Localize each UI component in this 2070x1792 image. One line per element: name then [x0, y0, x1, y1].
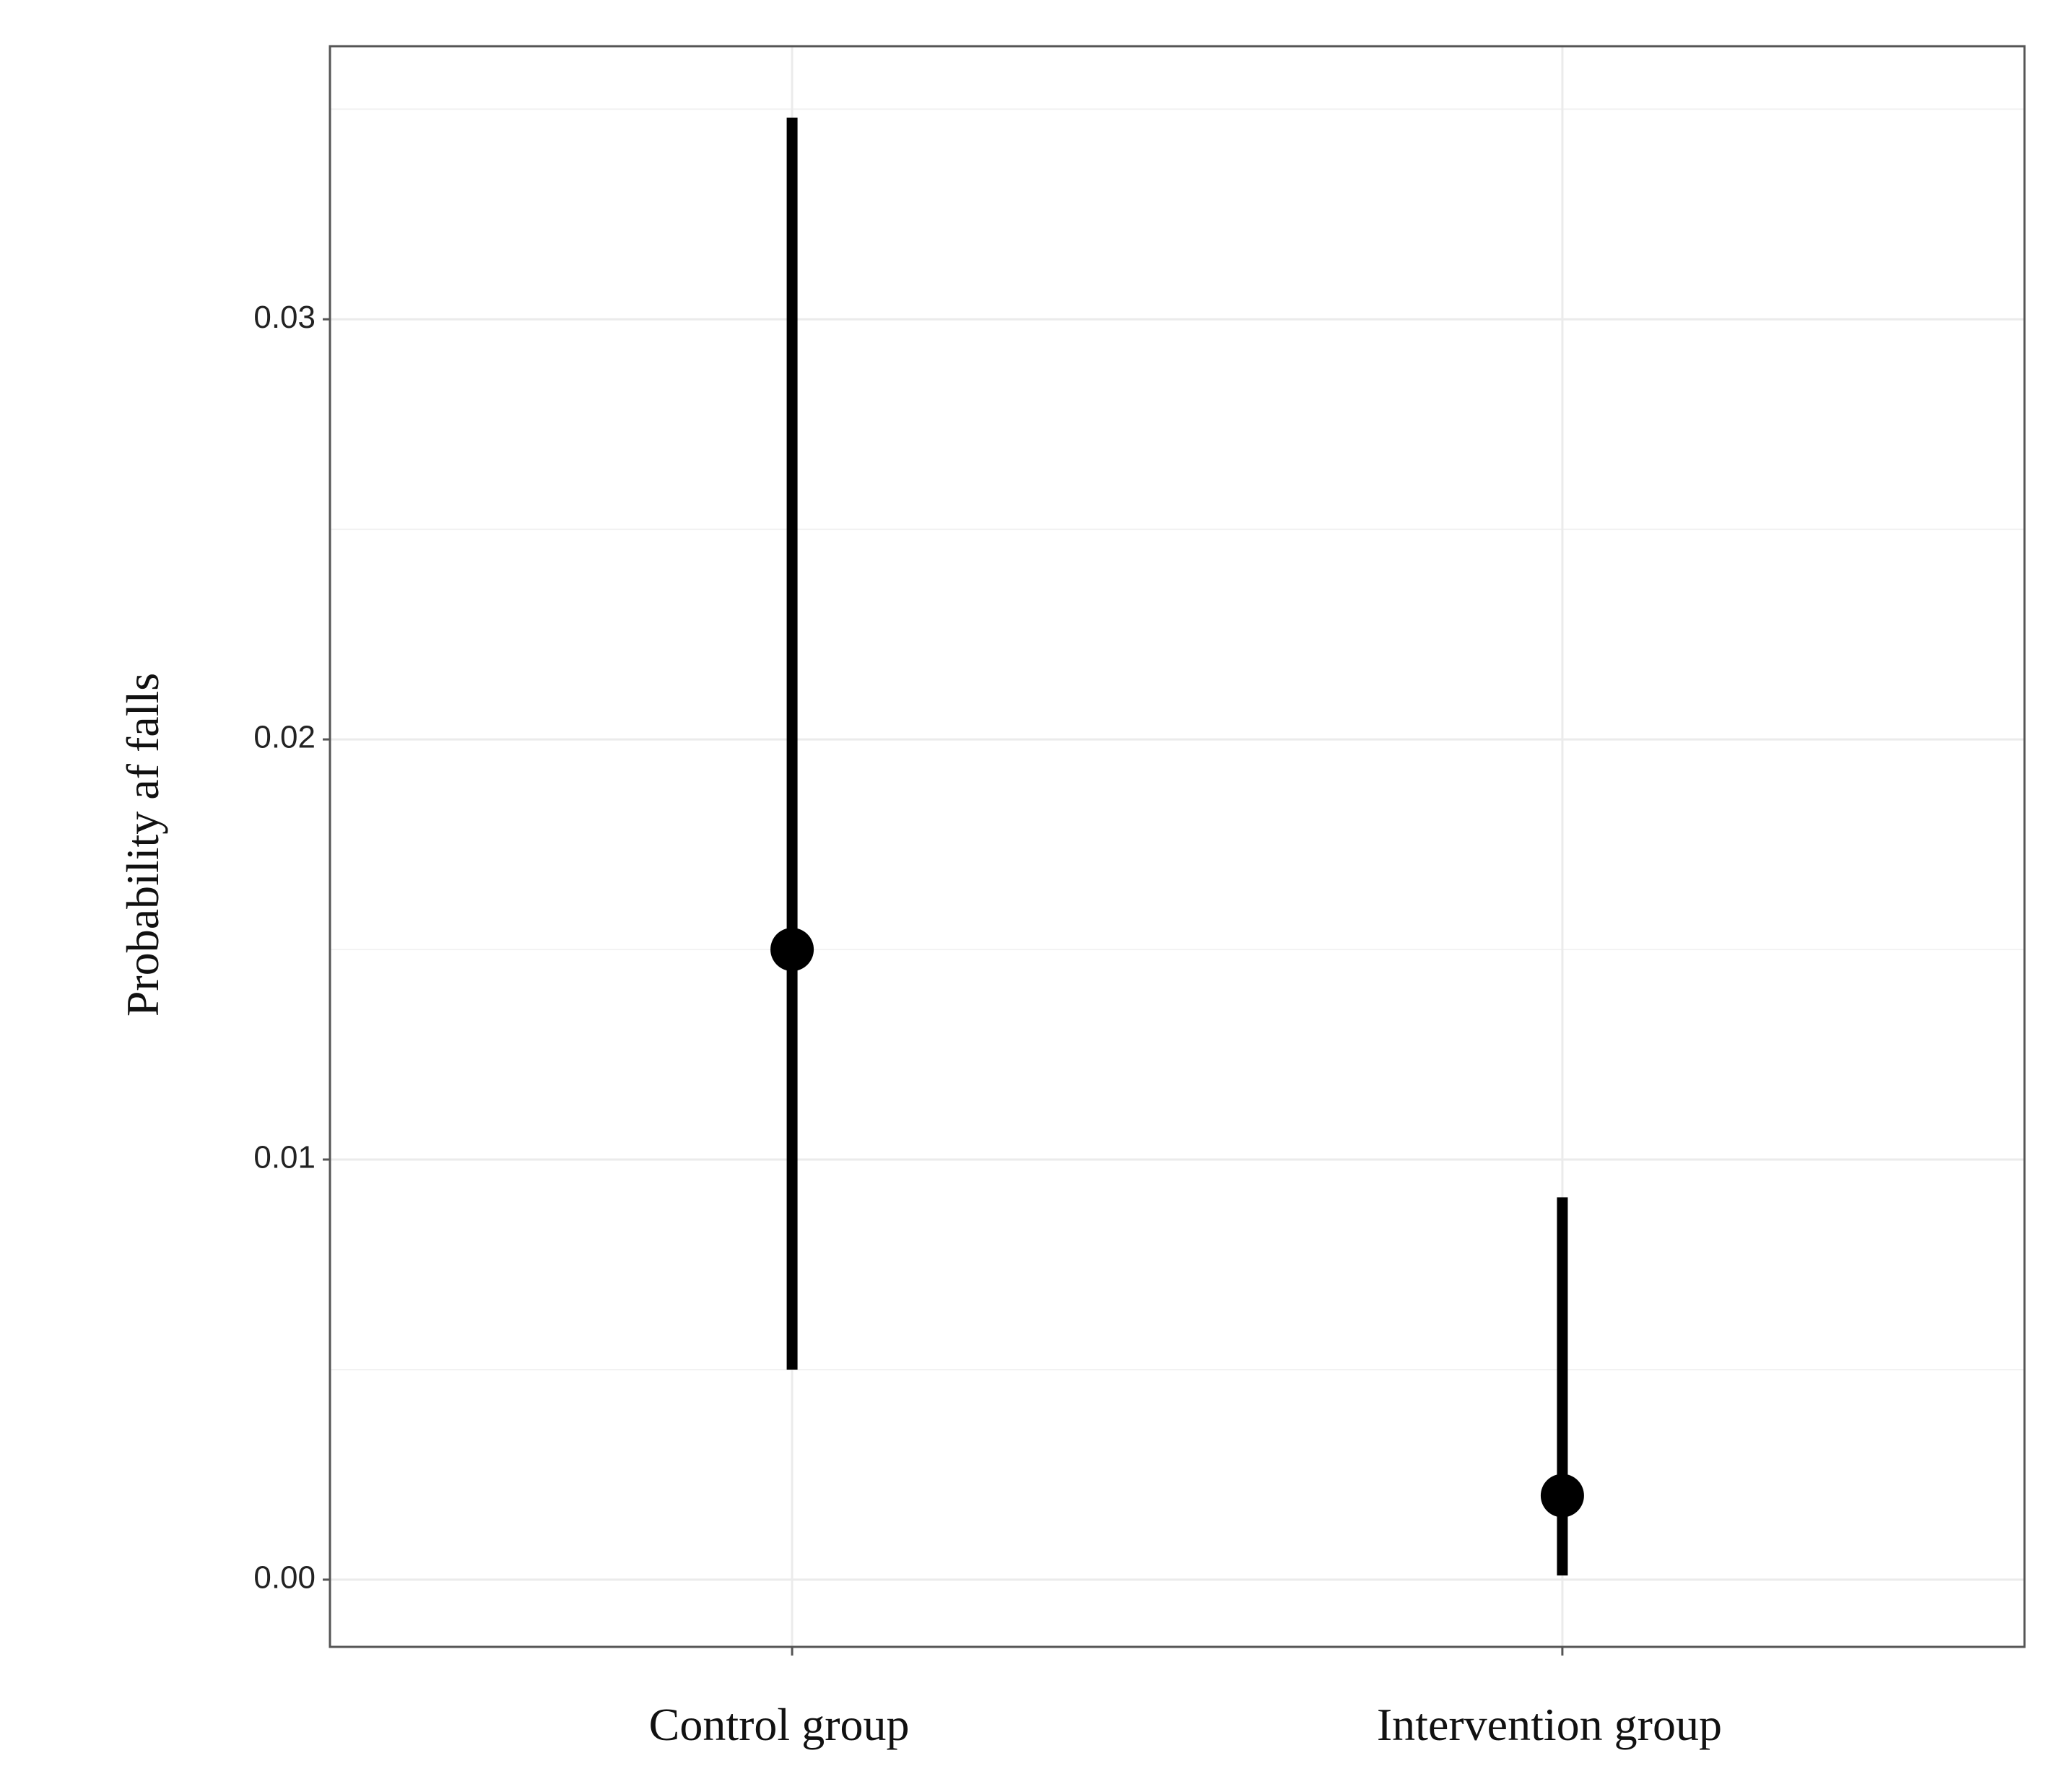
y-tick-label: 0.01 — [253, 1140, 316, 1175]
x-tick-label: Control group — [649, 1699, 910, 1750]
panel-border — [329, 45, 2026, 1648]
marks — [770, 117, 1584, 1576]
y-tick-label: 0.00 — [253, 1560, 316, 1596]
point — [1540, 1474, 1584, 1518]
y-axis-label: Probability af falls — [117, 673, 168, 1017]
y-tick-label: 0.03 — [253, 300, 316, 335]
x-tick-label: Intervention group — [1377, 1699, 1722, 1750]
point — [770, 928, 814, 972]
y-tick-label: 0.02 — [253, 720, 316, 755]
